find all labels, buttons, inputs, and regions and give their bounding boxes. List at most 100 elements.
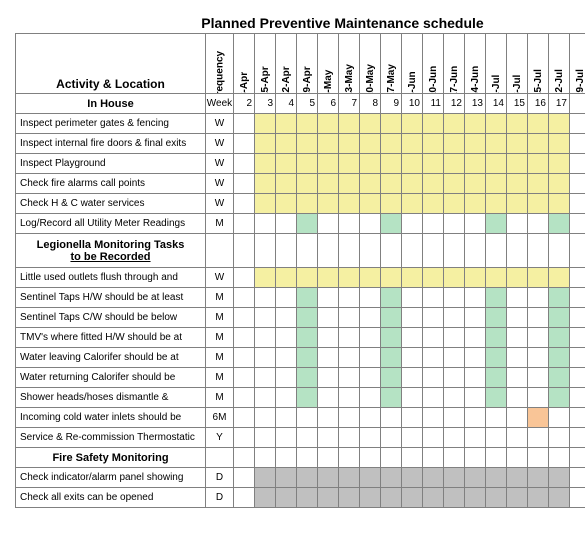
schedule-cell: [423, 488, 444, 508]
empty-cell: [234, 234, 255, 268]
header-date: 29-Apr: [297, 34, 318, 94]
schedule-cell: [570, 408, 585, 428]
schedule-cell: [444, 114, 465, 134]
schedule-cell: [465, 114, 486, 134]
table-row: In HouseWeek234567891011121314151617: [16, 94, 585, 114]
schedule-cell: [381, 114, 402, 134]
frequency-cell: 6M: [206, 408, 234, 428]
schedule-cell: [570, 368, 585, 388]
schedule-cell: [402, 428, 423, 448]
schedule-cell: [381, 488, 402, 508]
empty-cell: [486, 448, 507, 468]
schedule-cell: [255, 134, 276, 154]
schedule-cell: [486, 488, 507, 508]
header-date: 22-Jul: [549, 34, 570, 94]
schedule-cell: [297, 268, 318, 288]
activity-cell: TMV's where fitted H/W should be at: [16, 328, 206, 348]
schedule-cell: [402, 408, 423, 428]
schedule-cell: [234, 134, 255, 154]
schedule-cell: [528, 328, 549, 348]
schedule-cell: [549, 268, 570, 288]
frequency-cell: Y: [206, 428, 234, 448]
schedule-cell: [276, 408, 297, 428]
empty-cell: [297, 234, 318, 268]
schedule-cell: [528, 308, 549, 328]
schedule-cell: [423, 174, 444, 194]
schedule-cell: [570, 214, 585, 234]
table-row: TMV's where fitted H/W should be atM: [16, 328, 585, 348]
empty-cell: [206, 234, 234, 268]
week-num: 10: [402, 94, 423, 114]
schedule-cell: [297, 214, 318, 234]
empty-cell: [486, 234, 507, 268]
frequency-cell: W: [206, 114, 234, 134]
schedule-cell: [297, 468, 318, 488]
schedule-cell: [465, 268, 486, 288]
schedule-cell: [318, 428, 339, 448]
frequency-cell: M: [206, 288, 234, 308]
schedule-cell: [276, 114, 297, 134]
schedule-cell: [297, 428, 318, 448]
table-row: Check indicator/alarm panel showingD: [16, 468, 585, 488]
schedule-cell: [360, 194, 381, 214]
schedule-cell: [528, 348, 549, 368]
schedule-cell: [360, 308, 381, 328]
empty-cell: [339, 448, 360, 468]
week-num: 8: [360, 94, 381, 114]
schedule-cell: [507, 388, 528, 408]
schedule-cell: [360, 348, 381, 368]
schedule-cell: [339, 368, 360, 388]
schedule-cell: [486, 328, 507, 348]
schedule-cell: [339, 408, 360, 428]
empty-cell: [507, 448, 528, 468]
empty-cell: [528, 448, 549, 468]
schedule-cell: [528, 468, 549, 488]
table-row: Water returning Calorifer should beM: [16, 368, 585, 388]
header-date: 20-May: [360, 34, 381, 94]
week-num: 12: [444, 94, 465, 114]
schedule-cell: [234, 468, 255, 488]
schedule-cell: [402, 368, 423, 388]
schedule-cell: [276, 348, 297, 368]
schedule-cell: [255, 174, 276, 194]
schedule-cell: [549, 194, 570, 214]
schedule-cell: [339, 488, 360, 508]
schedule-cell: [423, 134, 444, 154]
activity-cell: Sentinel Taps C/W should be below: [16, 308, 206, 328]
activity-cell: Inspect perimeter gates & fencing: [16, 114, 206, 134]
schedule-cell: [465, 154, 486, 174]
schedule-cell: [234, 288, 255, 308]
schedule-cell: [234, 114, 255, 134]
schedule-cell: [423, 194, 444, 214]
schedule-cell: [507, 348, 528, 368]
schedule-cell: [402, 468, 423, 488]
schedule-cell: [444, 368, 465, 388]
frequency-cell: M: [206, 308, 234, 328]
week-num: 16: [528, 94, 549, 114]
table-row: Incoming cold water inlets should be6M: [16, 408, 585, 428]
week-num: 11: [423, 94, 444, 114]
schedule-cell: [255, 154, 276, 174]
schedule-cell: [255, 388, 276, 408]
schedule-cell: [570, 348, 585, 368]
header-date: 6-May: [318, 34, 339, 94]
activity-cell: Incoming cold water inlets should be: [16, 408, 206, 428]
schedule-cell: [528, 408, 549, 428]
schedule-cell: [318, 348, 339, 368]
schedule-cell: [549, 328, 570, 348]
schedule-cell: [486, 134, 507, 154]
schedule-cell: [486, 348, 507, 368]
section-header: Legionella Monitoring Tasksto be Recorde…: [16, 234, 206, 268]
schedule-cell: [318, 388, 339, 408]
schedule-cell: [318, 154, 339, 174]
header-date: 8-Apr: [234, 34, 255, 94]
header-date: 1-Jul: [486, 34, 507, 94]
schedule-cell: [339, 328, 360, 348]
schedule-cell: [486, 268, 507, 288]
schedule-cell: [549, 154, 570, 174]
schedule-cell: [528, 388, 549, 408]
schedule-cell: [528, 368, 549, 388]
schedule-cell: [444, 268, 465, 288]
week-num: [570, 94, 585, 114]
schedule-cell: [465, 308, 486, 328]
